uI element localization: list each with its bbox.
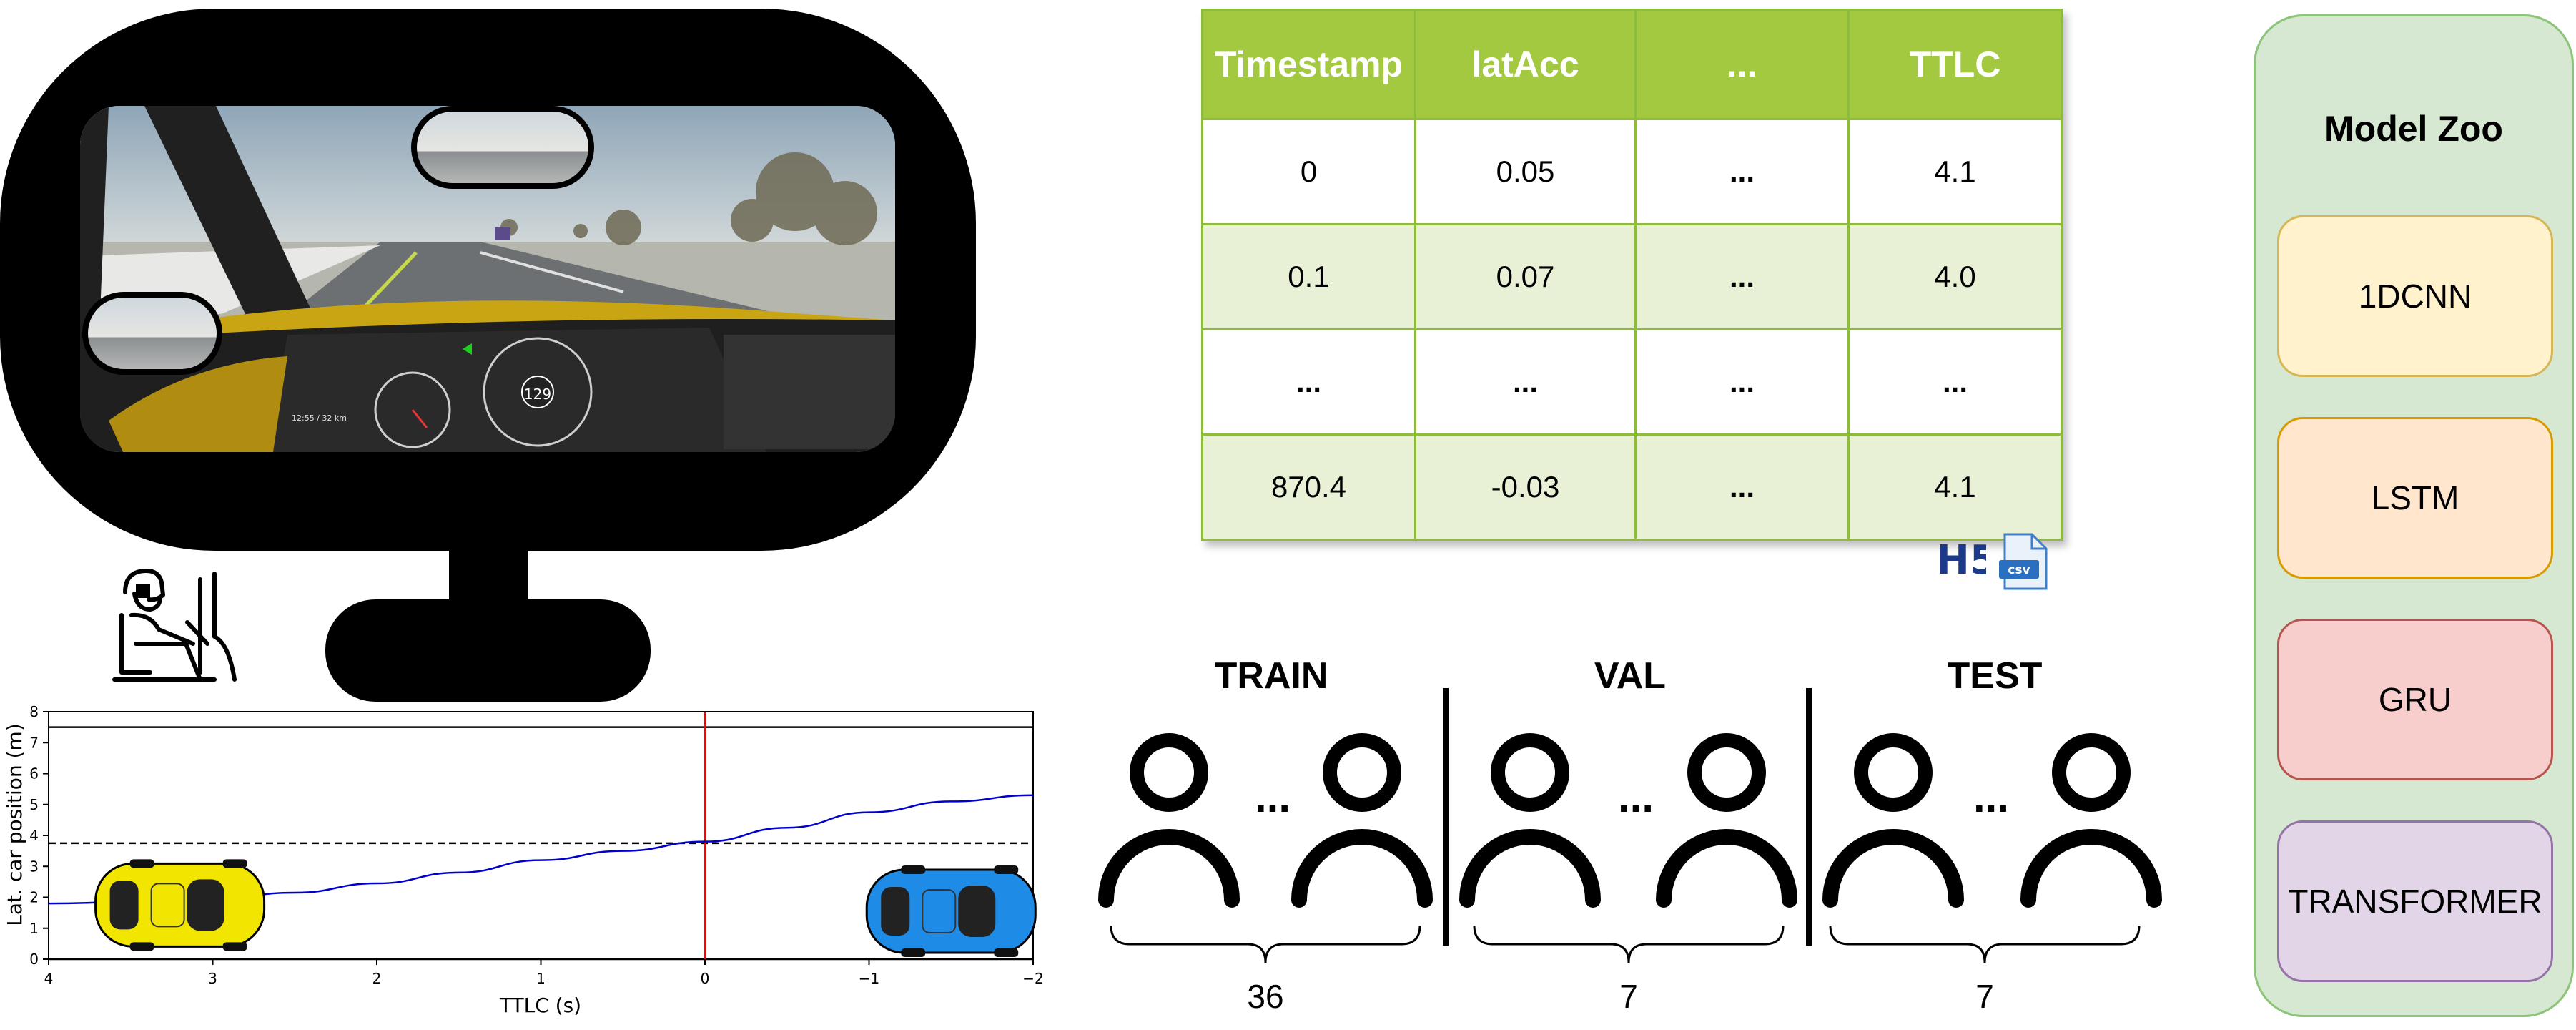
csv-file-icon: csv (1999, 533, 2048, 590)
person-icon (1459, 733, 1601, 908)
csv-label: csv (2008, 563, 2030, 577)
table-cell: ... (1847, 328, 2063, 436)
car-wheel (901, 948, 926, 957)
val-title: VAL (1594, 655, 1667, 697)
model-zoo-panel: Model Zoo 1DCNN LSTM GRU TRANSFORMER (2254, 14, 2574, 1017)
table-cell: 0.07 (1414, 223, 1637, 330)
x-tick-label: −1 (859, 970, 879, 987)
y-tick-label: 8 (29, 705, 39, 720)
person-icon (1656, 733, 1797, 908)
sample-data-table: Timestamp latAcc ... TTLC 0 0.05 ... 4.1… (1201, 9, 2063, 541)
model-zoo-title: Model Zoo (2324, 109, 2503, 149)
trip-readout: 12:55 / 32 km (292, 413, 347, 423)
x-tick-label: 4 (44, 970, 54, 987)
table-cell: 4.1 (1847, 118, 2063, 225)
y-tick-label: 2 (29, 889, 39, 906)
y-tick-label: 3 (29, 858, 39, 875)
test-count: 7 (1975, 978, 1994, 1015)
column-header: latAcc (1414, 9, 1637, 120)
table-cell: ... (1201, 328, 1416, 436)
val-brace (1473, 925, 1785, 963)
table-row: 870.4 -0.03 ... 4.1 (1201, 433, 2063, 541)
y-axis-label: Lat. car position (m) (3, 723, 26, 926)
speed-readout: 129 (524, 386, 551, 403)
table-cell: ... (1634, 223, 1850, 330)
person-icon (1822, 733, 1964, 908)
table-cell: ... (1634, 433, 1850, 541)
ellipsis: ... (1254, 773, 1291, 821)
column-header: Timestamp (1201, 9, 1416, 120)
train-count: 36 (1247, 978, 1284, 1015)
x-tick-label: −2 (1022, 970, 1043, 987)
car-roof (922, 888, 957, 933)
car-wheel (994, 948, 1019, 957)
y-tick-label: 7 (29, 734, 39, 751)
table-cell: 0 (1201, 118, 1416, 225)
table-cell: -0.03 (1414, 433, 1637, 541)
model-label: GRU (2378, 681, 2452, 718)
x-tick-label: 3 (208, 970, 217, 987)
x-tick-label: 0 (701, 970, 710, 987)
y-tick-label: 5 (29, 796, 39, 813)
x-tick-label: 1 (536, 970, 546, 987)
car-wheel (222, 859, 247, 868)
table-header-row: Timestamp latAcc ... TTLC (1201, 9, 2063, 120)
car-wheel (994, 865, 1019, 874)
car-windshield (958, 885, 996, 937)
table-cell: 0.05 (1414, 118, 1637, 225)
ellipsis: ... (1973, 773, 2009, 821)
rear-view-mirror (411, 106, 594, 189)
train-title: TRAIN (1214, 655, 1328, 697)
x-axis-label: TTLC (s) (499, 994, 581, 1017)
table-row: ... ... ... ... (1201, 328, 2063, 436)
h5-label: H5 (1936, 537, 1986, 581)
car-wheel (222, 942, 247, 951)
table-row: 0 0.05 ... 4.1 (1201, 118, 2063, 225)
table-cell: ... (1414, 328, 1637, 436)
car-wheel (129, 942, 154, 951)
side-mirror (82, 292, 222, 375)
car-rear-window (109, 881, 139, 930)
car-windshield (187, 879, 224, 931)
table-cell: 4.1 (1847, 433, 2063, 541)
y-tick-label: 1 (29, 920, 39, 937)
car-roof (150, 883, 185, 928)
column-header: ... (1634, 9, 1850, 120)
person-icon (2020, 733, 2162, 908)
val-count: 7 (1619, 978, 1638, 1015)
test-brace (1829, 925, 2141, 963)
table-cell: 4.0 (1847, 223, 2063, 330)
model-box-gru: GRU (2277, 619, 2553, 780)
model-label: TRANSFORMER (2288, 883, 2542, 920)
table-cell: ... (1634, 118, 1850, 225)
column-header: TTLC (1847, 9, 2063, 120)
split-divider (1443, 688, 1449, 946)
person-icon (1098, 733, 1240, 908)
ttlc-plot: 4 3 2 1 0 −1 −2 0 1 2 3 4 5 6 7 8 TTLC (s) Lat. car pos… (3, 705, 1044, 1017)
driver-icon (112, 569, 237, 682)
x-tick-label: 2 (372, 970, 382, 987)
table-cell: ... (1634, 328, 1850, 436)
test-title: TEST (1947, 655, 2043, 697)
table-cell: 0.1 (1201, 223, 1416, 330)
model-box-1dcnn: 1DCNN (2277, 215, 2553, 377)
monitor-stand-base (325, 599, 651, 702)
ellipsis: ... (1617, 773, 1654, 821)
y-tick-label: 4 (29, 827, 39, 844)
y-tick-label: 6 (29, 765, 39, 783)
car-rear-window (881, 886, 910, 936)
table-cell: 870.4 (1201, 433, 1416, 541)
model-box-lstm: LSTM (2277, 417, 2553, 579)
model-box-transformer: TRANSFORMER (2277, 820, 2553, 982)
split-divider (1806, 688, 1812, 946)
car-wheel (901, 865, 926, 874)
train-brace (1110, 925, 1421, 963)
person-icon (1291, 733, 1433, 908)
car-wheel (129, 859, 154, 868)
h5-file-icon: H5 (1936, 537, 1986, 581)
y-tick-label: 0 (29, 951, 39, 968)
table-row: 0.1 0.07 ... 4.0 (1201, 223, 2063, 330)
model-label: 1DCNN (2358, 278, 2472, 315)
model-label: LSTM (2371, 479, 2459, 516)
